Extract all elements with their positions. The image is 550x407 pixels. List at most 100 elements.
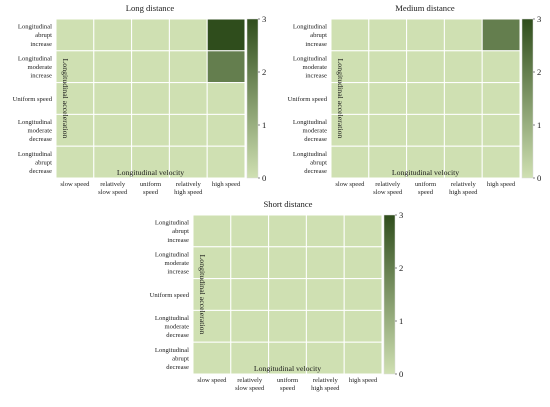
heatmap-cell xyxy=(55,18,95,52)
heatmap-cell xyxy=(268,341,307,375)
x-tick-label: uniform speed xyxy=(140,181,162,196)
y-axis-label: Longitudinal acceleration xyxy=(198,255,207,335)
heatmap-cell xyxy=(443,50,483,84)
heatmap-cell xyxy=(443,145,483,179)
heatmap-cell xyxy=(481,50,521,84)
heatmap-cell xyxy=(206,18,246,52)
heatmap-cell xyxy=(206,113,246,147)
heatmap-cell xyxy=(131,50,170,84)
heatmap-cell xyxy=(268,246,307,280)
heatmap-panel-2: Medium distance Longitudinal abrupt increas… xyxy=(288,3,542,196)
heatmap-cell xyxy=(55,50,95,84)
y-tick-label: Longitudinal moderate increase xyxy=(155,251,189,275)
panel-title: Long distance xyxy=(126,3,175,13)
heatmap-cell xyxy=(268,278,307,311)
heatmap-cell xyxy=(55,145,95,179)
colorbar-tick-label: 2 xyxy=(537,67,541,77)
x-tick-label: slow speed xyxy=(60,181,90,188)
heatmap-cell xyxy=(343,246,383,280)
heatmap-cell xyxy=(268,214,307,248)
heatmap-cell xyxy=(443,82,483,115)
colorbar-tick-label: 0 xyxy=(399,369,403,379)
y-tick-label: Longitudinal moderate increase xyxy=(293,55,327,79)
y-tick-label: Longitudinal moderate decrease xyxy=(155,315,189,339)
heatmap-cell xyxy=(168,50,208,84)
y-axis-label: Longitudinal acceleration xyxy=(61,59,70,139)
heatmap-cell xyxy=(330,18,370,52)
heatmap-cell xyxy=(443,113,483,147)
x-tick-label: relatively slow speed xyxy=(98,181,128,196)
heatmap-cell xyxy=(481,145,521,179)
x-tick-label: relatively high speed xyxy=(311,377,340,392)
colorbar-tick-label: 3 xyxy=(262,14,266,24)
colorbar-tick-label: 2 xyxy=(399,263,403,273)
heatmap-cell xyxy=(368,82,408,115)
y-tick-label: Longitudinal moderate decrease xyxy=(293,119,327,143)
heatmap-cell xyxy=(406,50,445,84)
heatmap-cell xyxy=(481,82,521,115)
x-tick-label: high speed xyxy=(212,181,241,188)
heatmap-cell xyxy=(93,50,133,84)
x-tick-label: relatively high speed xyxy=(174,181,203,196)
heatmap-cell xyxy=(305,309,345,343)
heatmap-cell xyxy=(368,50,408,84)
panel-title: Medium distance xyxy=(395,3,455,13)
heatmap-panel-3: Short distance Longitudinal abrupt increase… xyxy=(150,199,404,392)
heatmap-cell xyxy=(230,309,270,343)
heatmap-cell xyxy=(406,18,445,52)
y-tick-label: Uniform speed xyxy=(13,96,53,103)
heatmap-cell xyxy=(206,145,246,179)
x-tick-label: high speed xyxy=(349,377,378,384)
heatmap-cell xyxy=(131,18,170,52)
heatmap-cell xyxy=(131,82,170,115)
heatmap-cell xyxy=(343,341,383,375)
colorbar-tick-label: 0 xyxy=(537,173,541,183)
colorbar-tick-label: 3 xyxy=(537,14,541,24)
heatmap-cell xyxy=(406,145,445,179)
x-tick-label: uniform speed xyxy=(415,181,437,196)
heatmap-cell xyxy=(305,246,345,280)
y-tick-label: Longitudinal abrupt increase xyxy=(293,24,327,48)
heatmap-cell xyxy=(206,82,246,115)
heatmap-cell xyxy=(268,309,307,343)
colorbar xyxy=(521,18,534,179)
colorbar-tick-label: 2 xyxy=(262,67,266,77)
x-tick-label: slow speed xyxy=(335,181,365,188)
y-tick-label: Longitudinal moderate decrease xyxy=(18,119,52,143)
heatmap-cell xyxy=(192,214,232,248)
heatmap-cell xyxy=(305,341,345,375)
heatmap-cell xyxy=(168,145,208,179)
y-tick-label: Uniform speed xyxy=(150,292,190,299)
y-axis-label: Longitudinal acceleration xyxy=(336,59,345,139)
heatmap-cell xyxy=(406,82,445,115)
heatmap-cell xyxy=(330,145,370,179)
x-tick-label: uniform speed xyxy=(277,377,299,392)
colorbar-tick-label: 3 xyxy=(399,210,403,220)
heatmap-cell xyxy=(343,214,383,248)
heatmap-cell xyxy=(192,278,232,311)
colorbar-tick-label: 1 xyxy=(399,316,403,326)
heatmap-cell xyxy=(305,278,345,311)
heatmap-cell xyxy=(55,82,95,115)
heatmap-cell xyxy=(168,18,208,52)
heatmap-cell xyxy=(481,18,521,52)
heatmap-cell xyxy=(368,145,408,179)
y-tick-label: Longitudinal abrupt decrease xyxy=(18,151,52,175)
x-axis-label: Longitudinal velocity xyxy=(254,364,321,373)
heatmap-cell xyxy=(230,246,270,280)
heatmap-cell xyxy=(168,82,208,115)
heatmap-cell xyxy=(131,113,170,147)
heatmap-cell xyxy=(368,113,408,147)
y-tick-label: Longitudinal abrupt decrease xyxy=(293,151,327,175)
x-axis-label: Longitudinal velocity xyxy=(392,168,459,177)
x-axis-label: Longitudinal velocity xyxy=(117,168,184,177)
y-tick-label: Longitudinal abrupt increase xyxy=(155,220,189,244)
y-tick-label: Uniform speed xyxy=(288,96,328,103)
heatmap-cell xyxy=(443,18,483,52)
heatmap-cell xyxy=(368,18,408,52)
x-tick-label: relatively slow speed xyxy=(235,377,265,392)
colorbar-tick-label: 1 xyxy=(262,120,266,130)
heatmap-cell xyxy=(230,278,270,311)
